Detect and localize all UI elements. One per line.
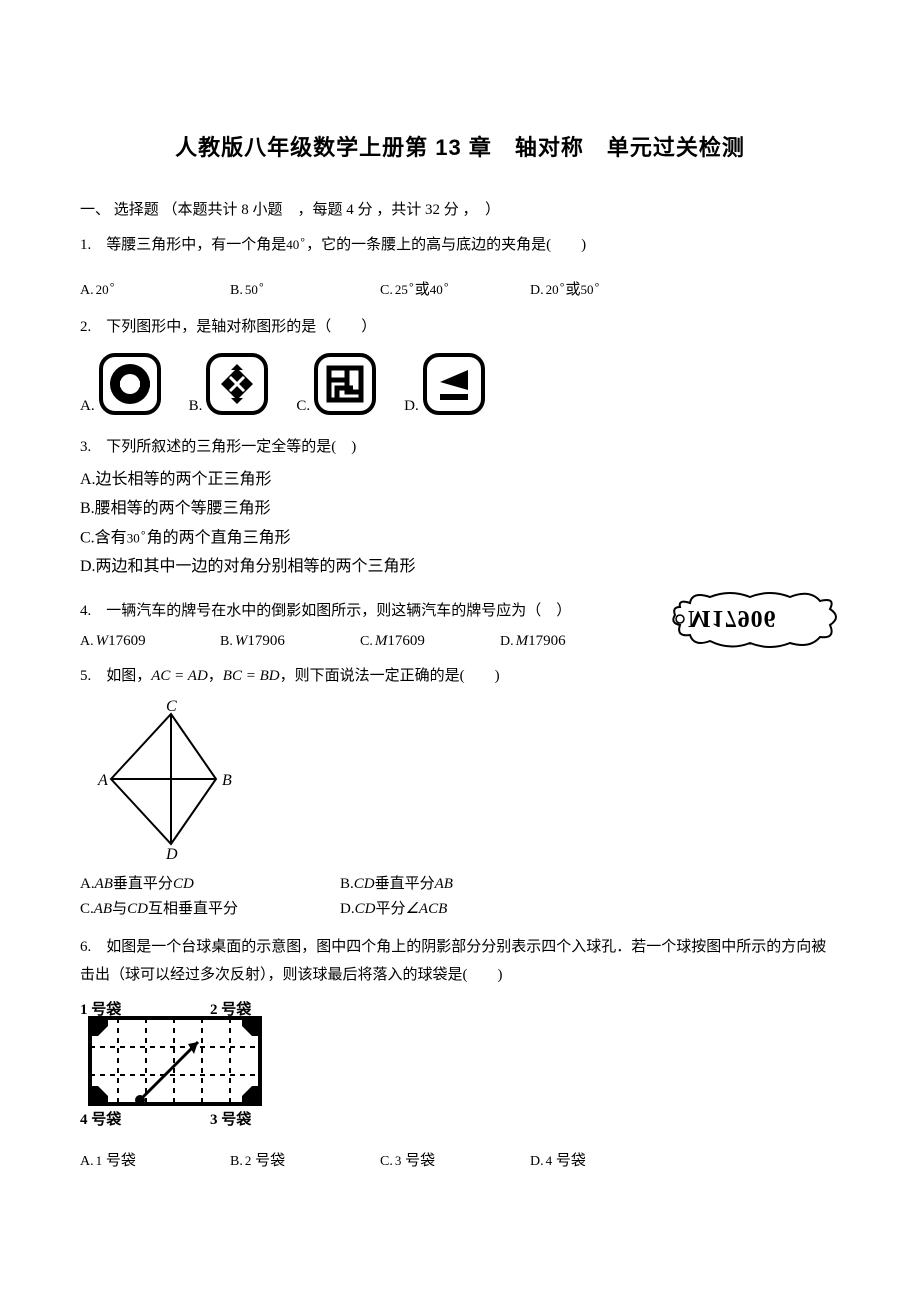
q4-opt-c: C.M17609 (360, 633, 500, 650)
diamond-x-icon (215, 362, 259, 406)
q4-opt-a: A.W17609 (80, 633, 220, 650)
maze-icon (323, 362, 367, 406)
svg-text:2 号袋: 2 号袋 (210, 1000, 252, 1018)
q4-opt-d: D.M17906 (500, 633, 640, 650)
q1-opt-d: D.20∘或50∘ (530, 278, 680, 299)
svg-text:D: D (165, 846, 178, 859)
q6-opt-c: C.3 号袋 (380, 1149, 530, 1170)
q1-stem-b: ，它的一条腰上的高与底边的夹角是( ) (306, 237, 586, 253)
q6-options: A.1 号袋 B.2 号袋 C.3 号袋 D.4 号袋 (80, 1149, 840, 1170)
q1-stem-a: 1. 等腰三角形中，有一个角是 (80, 237, 286, 253)
q6-opt-a: A.1 号袋 (80, 1149, 230, 1170)
q4-options: A.W17609 B.W17906 C.M17609 D.M17906 (80, 633, 670, 650)
q5-options: A.AB垂直平分CD C.AB与CD互相垂直平分 B.CD垂直平分AB D.CD… (80, 872, 840, 923)
q3-options: A.边长相等的两个正三角形 B.腰相等的两个等腰三角形 C.含有30∘角的两个直… (80, 466, 840, 581)
q1-opt-c: C.25∘或40∘ (380, 278, 530, 299)
section-1-heading: 一、 选择题 （本题共计 8 小题 ，每题 4 分 ，共计 32 分 ， ） (80, 198, 840, 222)
q1-opt-a: A.20∘ (80, 278, 230, 299)
pool-table-icon: 1 号袋 2 号袋 4 号袋 3 号袋 (80, 1000, 280, 1130)
q5-opt-a: A.AB垂直平分CD (80, 872, 340, 898)
question-4-row: 4. 一辆汽车的牌号在水中的倒影如图所示，则这辆汽车的牌号应为（ ） A.W17… (80, 591, 840, 657)
svg-text:1 号袋: 1 号袋 (80, 1000, 122, 1018)
q5-opt-b: B.CD垂直平分AB (340, 872, 600, 898)
q2-options: A. B. C. (80, 353, 840, 415)
question-3: 3. 下列所叙述的三角形一定全等的是( ) (80, 433, 840, 462)
kite-diagram-icon: A B C D (96, 699, 246, 859)
q5-figure: A B C D (96, 699, 840, 864)
q2-icon-b (206, 353, 268, 415)
svg-text:B: B (222, 772, 232, 789)
q2-opt-b: B. (189, 353, 269, 415)
plate-text: M17906 (688, 605, 777, 631)
q3-opt-c: C.含有30∘角的两个直角三角形 (80, 524, 840, 552)
q2-opt-c: C. (296, 353, 376, 415)
q5-opt-d: D.CD平分∠ACB (340, 897, 600, 923)
svg-text:3 号袋: 3 号袋 (210, 1110, 252, 1128)
q6-opt-d: D.4 号袋 (530, 1149, 680, 1170)
svg-text:C: C (166, 699, 177, 715)
q2-icon-c (314, 353, 376, 415)
e-icon (108, 362, 152, 406)
question-5: 5. 如图，AC = AD，BC = BD，则下面说法一定正确的是( ) (80, 662, 840, 691)
question-1: 1. 等腰三角形中，有一个角是40∘，它的一条腰上的高与底边的夹角是( ) (80, 230, 840, 260)
q2-icon-a (99, 353, 161, 415)
q1-options: A.20∘ B.50∘ C.25∘或40∘ D.20∘或50∘ (80, 278, 840, 299)
question-6: 6. 如图是一个台球桌面的示意图，图中四个角上的阴影部分分别表示四个入球孔．若一… (80, 933, 840, 990)
q2-opt-a: A. (80, 353, 161, 415)
q3-opt-a: A.边长相等的两个正三角形 (80, 466, 840, 493)
exam-page: 人教版八年级数学上册第 13 章 轴对称 单元过关检测 一、 选择题 （本题共计… (0, 0, 920, 1244)
q3-opt-d: D.两边和其中一边的对角分别相等的两个三角形 (80, 553, 840, 580)
q2-icon-d (423, 353, 485, 415)
svg-text:A: A (97, 772, 108, 789)
less-equal-icon (432, 362, 476, 406)
svg-text:4 号袋: 4 号袋 (80, 1110, 122, 1128)
q1-opt-b: B.50∘ (230, 278, 380, 299)
q6-opt-b: B.2 号袋 (230, 1149, 380, 1170)
q5-opt-c: C.AB与CD互相垂直平分 (80, 897, 340, 923)
q3-opt-b: B.腰相等的两个等腰三角形 (80, 495, 840, 522)
question-4: 4. 一辆汽车的牌号在水中的倒影如图所示，则这辆汽车的牌号应为（ ） (80, 597, 670, 626)
q6-figure: 1 号袋 2 号袋 4 号袋 3 号袋 (80, 1000, 840, 1135)
q4-opt-b: B.W17906 (220, 633, 360, 650)
license-plate-reflection-icon: M17906 (670, 587, 840, 651)
q2-opt-d: D. (404, 353, 485, 415)
q1-angle: 40 (286, 237, 299, 252)
page-title: 人教版八年级数学上册第 13 章 轴对称 单元过关检测 (80, 130, 840, 162)
question-2: 2. 下列图形中，是轴对称图形的是（ ） (80, 313, 840, 342)
